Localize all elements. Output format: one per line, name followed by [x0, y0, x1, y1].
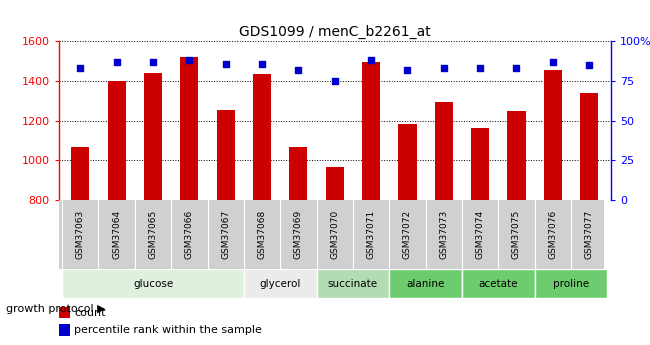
Point [402, 67, 413, 73]
Point [512, 66, 522, 71]
Bar [253, 74, 271, 200]
Bar [435, 102, 453, 200]
Text: GSM37065: GSM37065 [148, 210, 157, 259]
Text: succinate: succinate [328, 279, 378, 289]
Bar [362, 62, 380, 200]
Point [75, 66, 86, 71]
Text: count: count [74, 307, 105, 317]
Bar [58, 307, 70, 318]
Text: percentile rank within the sample: percentile rank within the sample [74, 325, 262, 335]
Point [148, 59, 158, 65]
Text: GSM37068: GSM37068 [257, 210, 266, 259]
Title: GDS1099 / menC_b2261_at: GDS1099 / menC_b2261_at [239, 25, 430, 39]
Text: alanine: alanine [406, 279, 445, 289]
Bar [107, 81, 125, 200]
Text: GSM37071: GSM37071 [367, 210, 376, 259]
Bar [180, 57, 198, 200]
Point [293, 67, 304, 73]
Text: GSM37077: GSM37077 [585, 210, 593, 259]
Text: glycerol: glycerol [259, 279, 301, 289]
Text: GSM37064: GSM37064 [112, 210, 121, 259]
Bar [317, 269, 389, 298]
Point [111, 59, 122, 65]
Text: glucose: glucose [133, 279, 173, 289]
Bar [508, 111, 526, 200]
Bar [62, 269, 244, 298]
Text: proline: proline [553, 279, 589, 289]
Bar [389, 269, 462, 298]
Text: growth protocol ▶: growth protocol ▶ [6, 304, 106, 314]
Text: GSM37066: GSM37066 [185, 210, 194, 259]
Bar [72, 147, 90, 200]
Text: GSM37073: GSM37073 [439, 210, 448, 259]
Bar [535, 269, 607, 298]
Text: GSM37072: GSM37072 [403, 210, 412, 259]
Text: acetate: acetate [478, 279, 518, 289]
Point [366, 58, 376, 63]
Text: GSM37069: GSM37069 [294, 210, 303, 259]
Bar [398, 124, 417, 200]
Text: GSM37076: GSM37076 [549, 210, 557, 259]
Point [257, 61, 267, 66]
Bar [580, 93, 598, 200]
Bar [216, 110, 235, 200]
Text: GSM37075: GSM37075 [512, 210, 521, 259]
Point [439, 66, 449, 71]
Text: GSM37067: GSM37067 [221, 210, 230, 259]
Bar [144, 73, 162, 200]
Bar [544, 70, 562, 200]
Bar [244, 269, 317, 298]
Text: GSM37063: GSM37063 [76, 210, 85, 259]
Point [184, 58, 194, 63]
Point [330, 78, 340, 84]
Text: GSM37074: GSM37074 [476, 210, 485, 259]
Bar [462, 269, 535, 298]
Bar [471, 128, 489, 200]
Bar [326, 167, 344, 200]
Bar [289, 147, 307, 200]
Point [584, 62, 594, 68]
Bar [58, 324, 70, 336]
Text: GSM37070: GSM37070 [330, 210, 339, 259]
Point [548, 59, 558, 65]
Point [475, 66, 486, 71]
Point [220, 61, 231, 66]
